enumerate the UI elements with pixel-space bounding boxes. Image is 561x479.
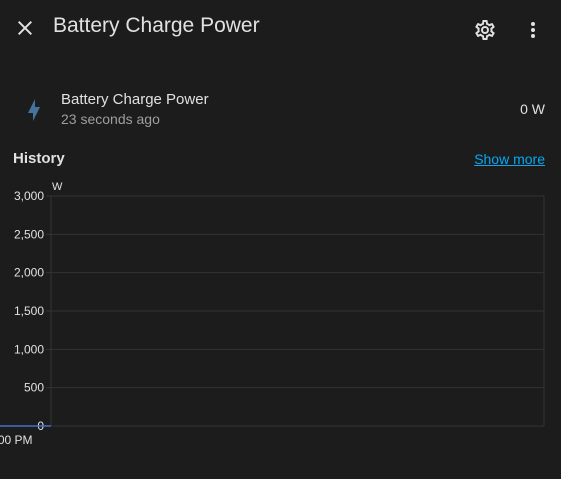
chart-series bbox=[0, 215, 51, 427]
x-tick-label: 9:00 PM bbox=[0, 433, 33, 447]
y-tick-label: 3,000 bbox=[14, 189, 44, 203]
history-heading: History bbox=[13, 150, 65, 167]
y-tick-label: 1,000 bbox=[14, 342, 44, 356]
y-tick-label: 500 bbox=[24, 381, 44, 395]
entity-name: Battery Charge Power bbox=[61, 91, 209, 108]
gear-icon bbox=[475, 20, 495, 40]
series-area bbox=[0, 215, 51, 426]
dialog-title: Battery Charge Power bbox=[53, 14, 260, 37]
chart-grid bbox=[46, 195, 545, 427]
chart-x-tick-labels: 9:00 PM11:00 PMMay 51:00 AM3:00 AM5:00 A… bbox=[0, 433, 33, 447]
y-tick-label: 1,500 bbox=[14, 304, 44, 318]
series-line bbox=[0, 425, 51, 427]
show-more-link[interactable]: Show more bbox=[474, 151, 545, 167]
entity-state-value: 0 W bbox=[520, 101, 545, 117]
more-vertical-icon bbox=[531, 22, 535, 38]
dialog-header: Battery Charge Power bbox=[0, 0, 561, 56]
chart-y-unit-label: W bbox=[52, 181, 63, 193]
entity-row: Battery Charge Power 23 seconds ago 0 W bbox=[0, 84, 561, 134]
lightning-bolt-icon bbox=[28, 99, 40, 121]
more-options-button[interactable] bbox=[513, 10, 553, 50]
close-icon bbox=[18, 21, 32, 35]
close-button[interactable] bbox=[5, 8, 45, 48]
y-tick-label: 2,500 bbox=[14, 227, 44, 241]
entity-last-changed: 23 seconds ago bbox=[61, 111, 160, 127]
settings-button[interactable] bbox=[465, 10, 505, 50]
y-tick-label: 2,000 bbox=[14, 266, 44, 280]
